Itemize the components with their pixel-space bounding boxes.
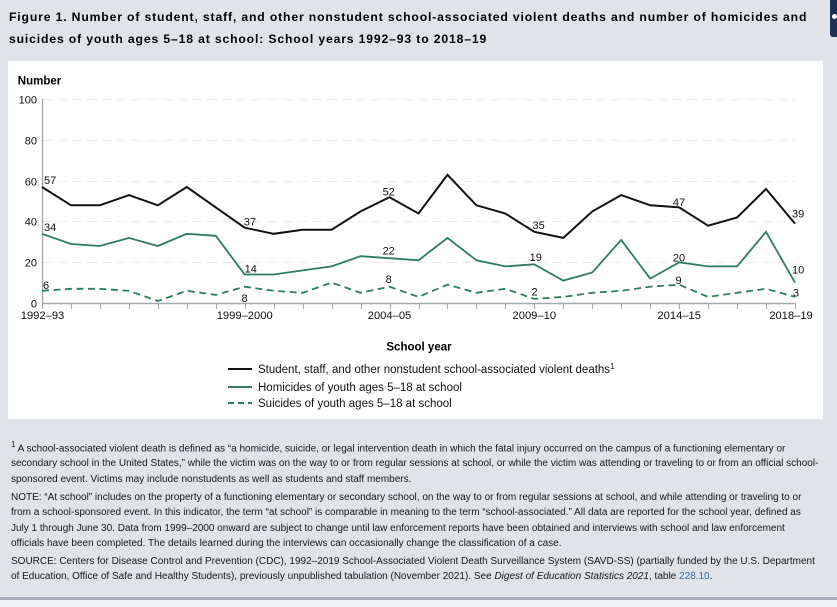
svg-text:6: 6	[43, 280, 49, 292]
svg-text:School year: School year	[386, 342, 452, 354]
svg-text:Student, staff, and other nons: Student, staff, and other nonstudent sch…	[258, 362, 615, 376]
svg-text:2014–15: 2014–15	[657, 310, 701, 322]
svg-text:47: 47	[673, 197, 685, 209]
svg-text:2009–10: 2009–10	[513, 310, 557, 322]
svg-text:9: 9	[675, 275, 681, 287]
svg-text:22: 22	[383, 245, 395, 257]
svg-text:10: 10	[792, 265, 804, 277]
svg-text:35: 35	[532, 220, 544, 232]
svg-text:2004–05: 2004–05	[368, 310, 412, 322]
svg-text:20: 20	[673, 252, 685, 264]
svg-text:57: 57	[44, 175, 56, 187]
svg-text:2: 2	[531, 286, 537, 298]
svg-text:8: 8	[242, 293, 248, 305]
svg-text:Suicides of youth ages 5–18 at: Suicides of youth ages 5–18 at school	[258, 398, 452, 410]
svg-text:14: 14	[245, 264, 257, 276]
svg-text:Homicides of youth ages 5–18 a: Homicides of youth ages 5–18 at school	[258, 382, 462, 394]
svg-text:40: 40	[25, 217, 37, 229]
svg-text:52: 52	[383, 186, 395, 198]
svg-text:100: 100	[19, 95, 37, 107]
svg-text:80: 80	[25, 136, 37, 148]
svg-text:0: 0	[31, 299, 37, 311]
svg-text:39: 39	[792, 209, 804, 221]
svg-text:Number: Number	[18, 75, 62, 87]
svg-text:19: 19	[530, 252, 542, 264]
svg-text:60: 60	[25, 177, 37, 189]
svg-text:20: 20	[25, 258, 37, 270]
svg-text:1992–93: 1992–93	[21, 310, 65, 322]
svg-text:8: 8	[386, 274, 392, 286]
svg-text:2018–19: 2018–19	[769, 310, 813, 322]
svg-text:34: 34	[44, 222, 56, 234]
svg-text:1999–2000: 1999–2000	[217, 310, 273, 322]
svg-text:37: 37	[244, 216, 256, 228]
svg-text:3: 3	[793, 288, 799, 300]
